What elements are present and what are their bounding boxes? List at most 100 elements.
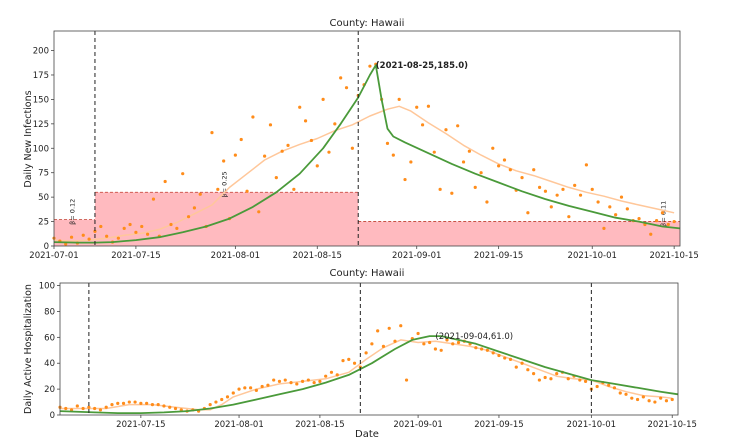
data-point	[263, 154, 267, 158]
data-point	[145, 401, 149, 405]
data-point	[225, 395, 230, 399]
data-point	[173, 406, 178, 411]
y-tick-label: 60	[44, 333, 55, 343]
data-point	[474, 346, 478, 350]
data-point	[485, 200, 489, 204]
data-point	[260, 384, 264, 389]
x-tick-label: 2021-07-15	[111, 251, 160, 261]
y-tick-label: 20	[44, 385, 55, 395]
data-point	[87, 237, 91, 241]
data-point	[254, 388, 258, 393]
x-tick-label: 2021-10-01	[568, 251, 617, 261]
data-point	[116, 401, 120, 405]
data-point	[69, 235, 74, 239]
model-line	[53, 64, 681, 244]
data-point	[324, 374, 328, 378]
data-point	[216, 187, 220, 191]
data-point	[321, 97, 325, 102]
data-point	[391, 153, 395, 157]
data-point	[578, 378, 582, 382]
data-point	[248, 386, 253, 390]
data-point	[243, 386, 247, 390]
data-point	[151, 197, 156, 201]
data-point	[399, 324, 403, 328]
data-point	[602, 226, 606, 231]
data-point	[186, 215, 191, 219]
data-point	[257, 210, 261, 214]
data-point	[344, 86, 349, 90]
annotation-layer: (2021-08-25,185.0)	[376, 61, 468, 71]
model-line	[59, 335, 679, 414]
data-point	[333, 122, 337, 126]
y-tick-label: 150	[33, 95, 49, 105]
y-tick-label: 175	[33, 71, 49, 81]
data-point	[461, 160, 466, 164]
beta-label: β= 0.25	[221, 171, 229, 197]
data-point	[614, 213, 618, 217]
data-point	[139, 401, 143, 405]
annotation-layer: (2021-09-04,61.0)	[435, 332, 513, 342]
data-point	[268, 123, 273, 127]
y-tick-label: 100	[39, 282, 55, 292]
data-point	[526, 368, 530, 372]
intervention-lines	[88, 283, 592, 415]
data-point	[508, 357, 513, 361]
data-point	[381, 344, 386, 349]
data-point	[659, 396, 663, 400]
data-point	[335, 373, 339, 377]
data-point	[352, 361, 357, 365]
beta-label: β= 0.12	[68, 199, 76, 225]
data-point	[192, 206, 197, 210]
data-point	[618, 391, 622, 395]
data-point	[168, 405, 172, 409]
data-point	[503, 356, 507, 360]
data-point	[98, 408, 103, 412]
data-point	[520, 175, 524, 180]
x-tick-label: 2021-07-01	[29, 251, 78, 261]
data-point	[128, 222, 132, 227]
data-point	[272, 378, 276, 382]
data-point	[473, 185, 477, 189]
series-layer	[58, 324, 679, 414]
data-point	[387, 326, 391, 330]
data-point	[214, 400, 218, 404]
y-tick-label: 100	[33, 144, 49, 154]
x-tick-label: 2021-08-15	[295, 420, 344, 430]
x-axis-ticks: 2021-07-01 2021-07-15 2021-08-01 2021-08-15…	[29, 246, 699, 261]
data-point	[237, 387, 241, 391]
data-point	[426, 104, 431, 108]
data-point	[350, 146, 354, 150]
data-point	[543, 375, 547, 380]
data-point	[415, 105, 419, 109]
data-point	[175, 226, 179, 231]
x-tick-label: 2021-10-15	[648, 420, 697, 430]
data-point	[420, 123, 425, 127]
data-point	[439, 348, 443, 352]
y-axis-ticks: 0 25 50 75 100 125 150 175 200	[33, 47, 54, 252]
chart-title: County: Hawaii	[330, 268, 405, 279]
data-point	[416, 331, 420, 336]
data-point	[595, 384, 599, 389]
data-point	[156, 403, 160, 407]
data-point	[169, 222, 173, 227]
data-point	[514, 365, 518, 369]
data-point	[198, 192, 202, 196]
data-point	[127, 400, 131, 404]
data-point	[347, 357, 351, 361]
data-point	[277, 379, 282, 383]
data-point	[433, 347, 438, 351]
data-point	[641, 395, 645, 399]
data-point	[233, 153, 237, 157]
data-point	[637, 217, 641, 221]
data-point	[93, 229, 97, 233]
data-point	[672, 219, 676, 224]
x-tick-label: 2021-08-01	[211, 251, 260, 261]
series-layer	[52, 62, 681, 246]
data-point	[612, 386, 617, 390]
data-point	[146, 232, 150, 236]
data-point	[456, 340, 461, 345]
data-point	[561, 187, 565, 191]
data-point	[590, 187, 594, 191]
data-point	[122, 226, 126, 231]
data-point	[445, 338, 449, 342]
